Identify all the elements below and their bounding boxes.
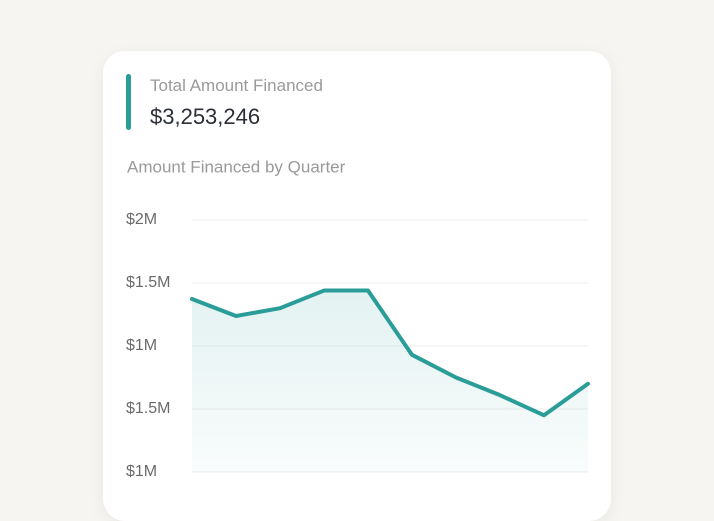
line [190, 288, 590, 418]
y-tick-label: $1.5M [126, 400, 170, 417]
stat-label: Total Amount Financed [150, 76, 323, 95]
chart: Amount Financed by Quarter $2M $1.5M $1M $1… [126, 157, 590, 480]
y-tick-label: $1M [126, 463, 157, 480]
page: {"summary": {"label": "Total Amount Fina… [103, 51, 611, 521]
accent-bar [126, 74, 131, 130]
stat-value: $3,253,246 [150, 104, 261, 129]
y-tick-label: $1M [126, 337, 157, 354]
chart-title: Amount Financed by Quarter [127, 157, 346, 176]
y-tick-label: $1.5M [126, 274, 170, 291]
y-tick-label: $2M [126, 211, 157, 228]
area [192, 290, 588, 472]
